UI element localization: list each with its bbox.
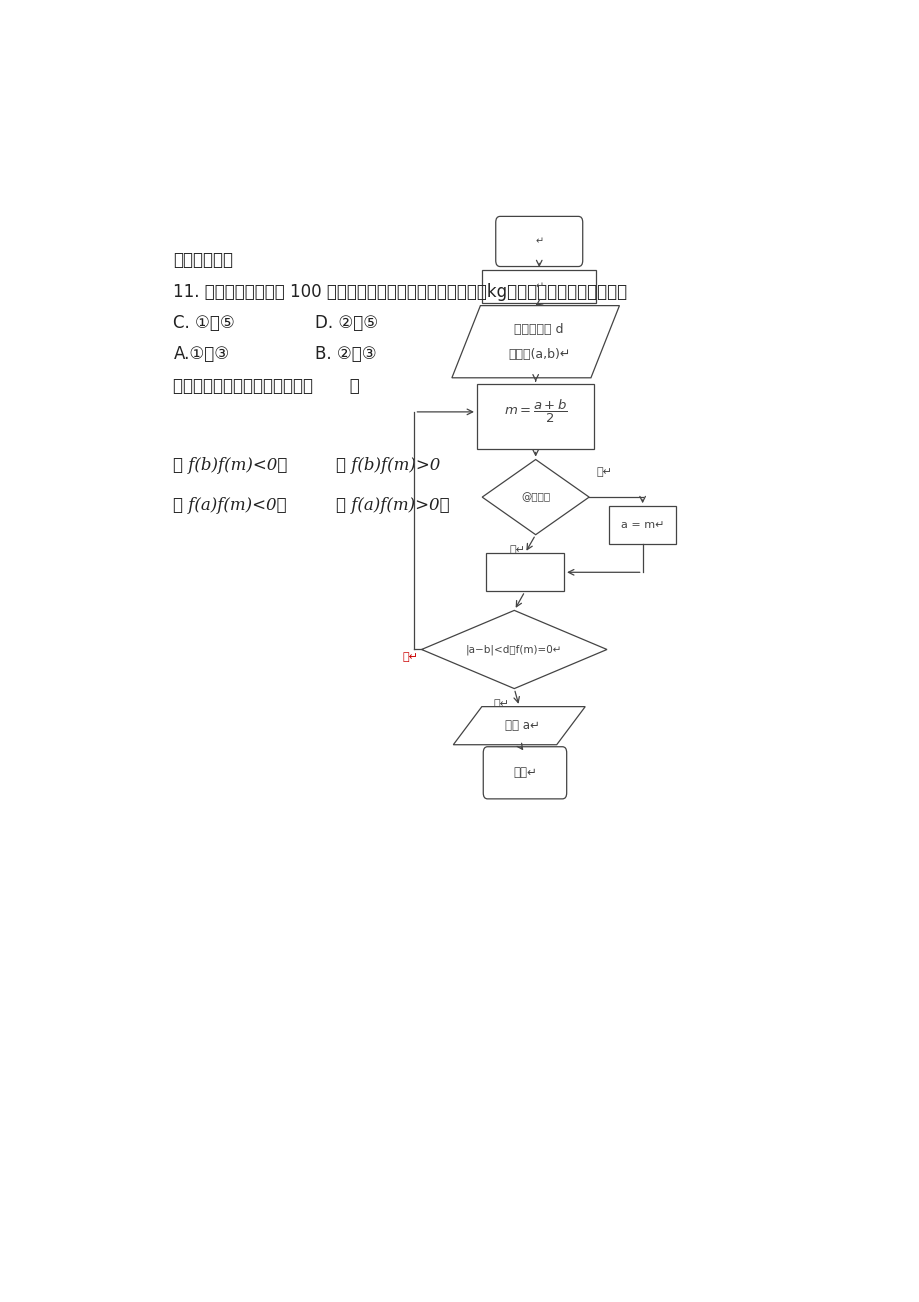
Polygon shape (482, 460, 588, 535)
Bar (476, 384, 594, 449)
Text: 其中能够正确求出近似解的是（       ）: 其中能够正确求出近似解的是（ ） (174, 376, 360, 395)
Text: D. ②、⑤: D. ②、⑤ (314, 314, 378, 332)
Text: 输出 a↵: 输出 a↵ (505, 719, 539, 732)
Text: 否↵: 否↵ (596, 467, 612, 477)
Text: @正确云: @正确云 (520, 492, 550, 503)
Bar (608, 506, 675, 544)
Text: 和区间(a,b)↵: 和区间(a,b)↵ (507, 348, 570, 361)
Polygon shape (451, 306, 618, 378)
Polygon shape (453, 707, 584, 745)
Text: C. ①、⑤: C. ①、⑤ (174, 314, 235, 332)
FancyBboxPatch shape (482, 747, 566, 799)
Bar (485, 553, 563, 591)
Text: 输入精确度 d: 输入精确度 d (514, 323, 563, 336)
FancyBboxPatch shape (495, 216, 582, 267)
Text: 图（如图）。: 图（如图）。 (174, 251, 233, 270)
Text: 是↵: 是↵ (493, 699, 509, 708)
Text: ④ f(b)f(m)>0: ④ f(b)f(m)>0 (335, 457, 440, 474)
Text: ② f(a)f(m)>0；: ② f(a)f(m)>0； (335, 497, 449, 514)
Text: ③ f(b)f(m)<0；: ③ f(b)f(m)<0； (174, 457, 288, 474)
Text: ↵: ↵ (535, 281, 543, 292)
Text: A.①、③: A.①、③ (174, 345, 230, 363)
Text: ↵: ↵ (535, 237, 543, 246)
Text: 11. 从某地区随机抖取 100 名高中男生，将他们的体重（单位：kg）数据绘制成频率分布直方: 11. 从某地区随机抖取 100 名高中男生，将他们的体重（单位：kg）数据绘制… (174, 283, 627, 301)
Text: 否↵: 否↵ (402, 652, 417, 663)
Bar (482, 270, 596, 303)
Text: $m = \dfrac{a+b}{2}$: $m = \dfrac{a+b}{2}$ (503, 398, 567, 426)
Text: B. ②、③: B. ②、③ (314, 345, 376, 363)
Text: 结束↵: 结束↵ (513, 767, 537, 780)
Text: a = m↵: a = m↵ (620, 521, 664, 530)
Text: |a−b|<d或f(m)=0↵: |a−b|<d或f(m)=0↵ (466, 644, 562, 655)
Text: ① f(a)f(m)<0；: ① f(a)f(m)<0； (174, 497, 287, 514)
Polygon shape (421, 611, 607, 689)
Text: 是↵: 是↵ (509, 544, 526, 555)
